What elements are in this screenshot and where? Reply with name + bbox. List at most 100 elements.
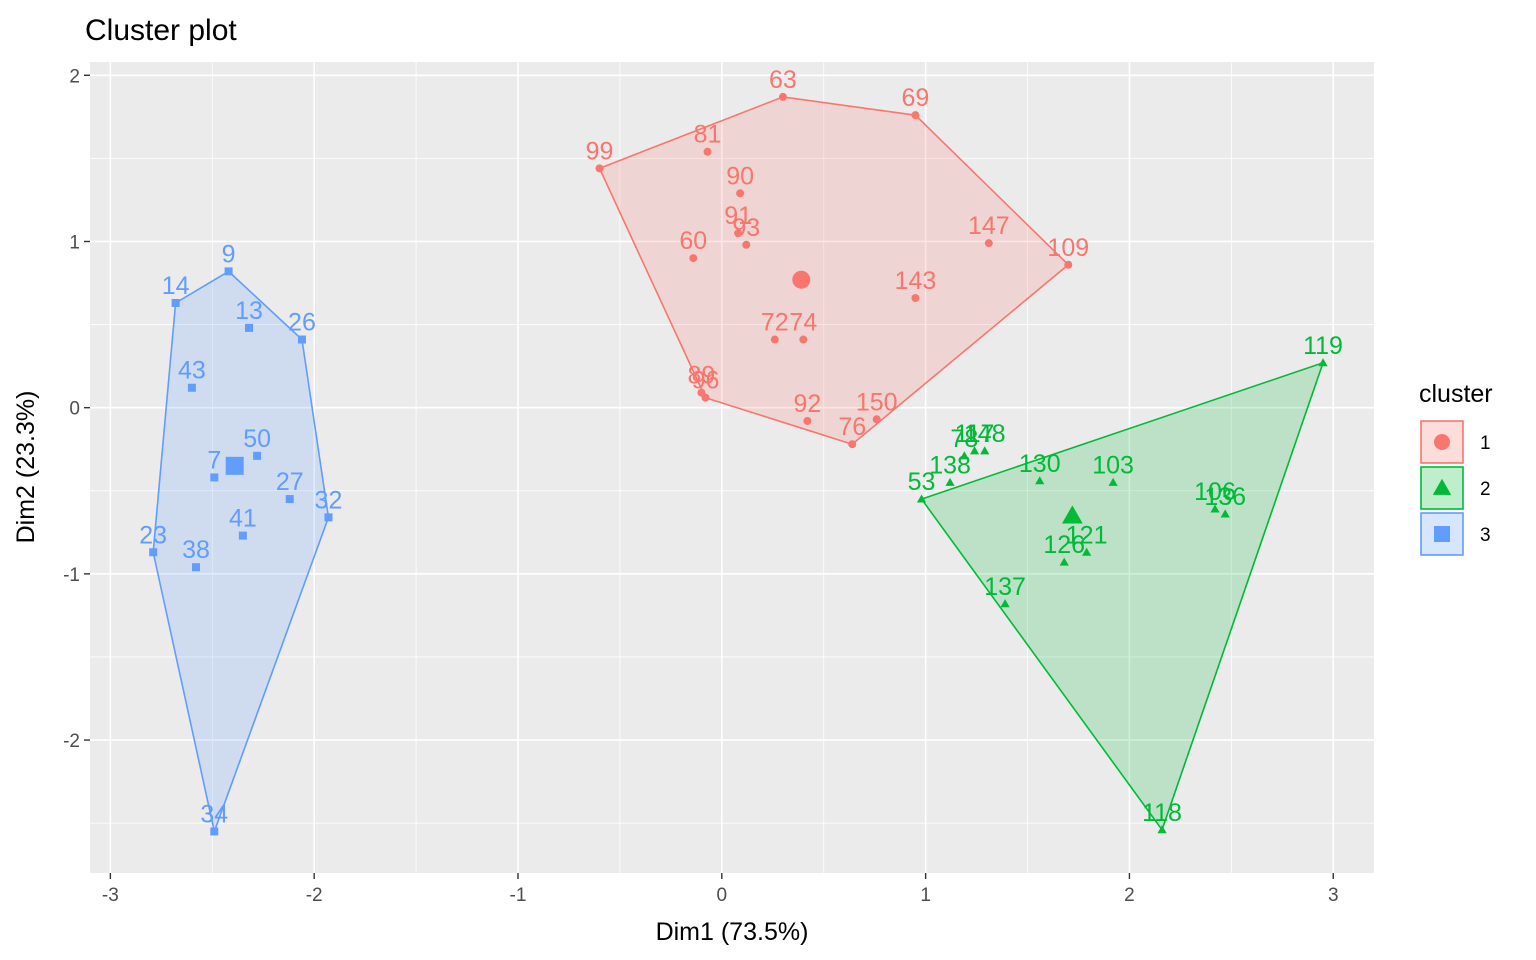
point-label-76: 76: [838, 413, 866, 441]
point-26: [297, 335, 306, 344]
point-43: [187, 383, 196, 392]
x-tick-label: -3: [102, 885, 119, 906]
cluster-center-2: [1062, 505, 1083, 524]
point-81: [703, 147, 712, 156]
minor-gridlines: [90, 62, 1374, 873]
point-label-23: 23: [139, 521, 167, 549]
point-38: [191, 563, 200, 572]
point-label-92: 92: [794, 390, 822, 418]
y-tick-label: -2: [63, 731, 80, 752]
chart-title: Cluster plot: [85, 14, 237, 47]
point-label-72: 72: [761, 309, 789, 337]
cluster-hull-2: [920, 361, 1325, 832]
point-label-60: 60: [679, 227, 707, 255]
point-label-147: 147: [968, 212, 1010, 240]
point-label-96: 96: [692, 367, 720, 395]
point-121: [1082, 547, 1092, 556]
point-label-121: 121: [1066, 521, 1108, 549]
point-72: [770, 335, 779, 344]
point-label-81: 81: [694, 121, 722, 149]
point-label-90: 90: [726, 162, 754, 190]
point-130: [1035, 476, 1045, 485]
point-label-138: 138: [929, 451, 971, 479]
legend-marker-2: [1432, 478, 1452, 495]
cluster-center-1: [792, 270, 811, 289]
point-63: [778, 92, 787, 101]
point-117: [969, 446, 980, 455]
legend-marker-1: [1434, 434, 1450, 450]
point-label-137: 137: [984, 573, 1026, 601]
point-126: [1059, 557, 1069, 566]
point-32: [324, 513, 333, 522]
point-76: [848, 440, 857, 449]
x-tick-label: 2: [1124, 885, 1135, 906]
point-label-43: 43: [178, 357, 206, 385]
point-109: [1064, 260, 1073, 269]
point-label-119: 119: [1303, 332, 1343, 360]
point-label-143: 143: [895, 267, 937, 295]
point-150: [872, 415, 881, 424]
x-axis: -3 -2 -1 0 1 2 3: [102, 873, 1339, 906]
point-label-150: 150: [856, 388, 898, 416]
point-7: [210, 473, 219, 482]
y-tick-label: 0: [69, 399, 80, 420]
cluster-center-3: [225, 456, 244, 475]
point-53: [916, 494, 927, 503]
x-tick-label: 3: [1328, 885, 1339, 906]
point-label-26: 26: [288, 309, 316, 337]
point-label-69: 69: [902, 84, 930, 112]
point-106: [1210, 504, 1220, 513]
x-axis-title: Dim1 (73.5%): [656, 918, 809, 946]
x-tick-label: -2: [306, 885, 323, 906]
point-label-38: 38: [182, 536, 210, 564]
legend-title: cluster: [1419, 380, 1493, 408]
point-136: [1220, 509, 1230, 518]
point-41: [238, 531, 247, 540]
point-label-103: 103: [1092, 451, 1134, 479]
point-label-13: 13: [235, 297, 263, 325]
point-50: [253, 451, 262, 460]
point-label-14: 14: [162, 272, 190, 300]
y-tick-label: 2: [69, 66, 80, 87]
legend-label-3: 3: [1480, 525, 1491, 546]
major-gridlines: [90, 62, 1374, 873]
point-99: [595, 164, 604, 173]
point-label-91: 91: [724, 202, 752, 230]
point-label-63: 63: [769, 66, 797, 94]
legend-label-1: 1: [1480, 433, 1491, 454]
point-9: [224, 267, 233, 276]
point-label-93: 93: [732, 214, 760, 242]
point-label-130: 130: [1019, 450, 1061, 478]
point-138: [945, 477, 955, 486]
x-tick-label: 0: [717, 885, 728, 906]
y-axis-title: Dim2 (23.3%): [12, 391, 40, 544]
cluster-hulls: [152, 96, 1325, 835]
point-74: [799, 335, 808, 344]
legend-label-2: 2: [1480, 479, 1491, 500]
point-96: [701, 393, 710, 402]
point-label-126: 126: [1043, 531, 1085, 559]
point-label-78: 78: [950, 425, 978, 453]
point-label-118: 118: [1142, 799, 1182, 827]
point-143: [911, 293, 920, 302]
point-label-136: 136: [1204, 483, 1246, 511]
legend-marker-3: [1434, 526, 1450, 542]
point-label-99: 99: [586, 137, 614, 165]
point-label-34: 34: [200, 800, 228, 828]
point-label-41: 41: [229, 505, 257, 533]
point-91: [734, 229, 743, 238]
x-tick-label: 1: [920, 885, 931, 906]
point-label-27: 27: [276, 468, 304, 496]
point-90: [736, 189, 745, 198]
plot-panel: [90, 62, 1374, 873]
legend: cluster 1 2 3: [1419, 380, 1493, 556]
point-label-53: 53: [908, 468, 936, 496]
point-label-106: 106: [1194, 478, 1236, 506]
point-label-9: 9: [222, 240, 236, 268]
point-label-109: 109: [1047, 234, 1089, 262]
point-13: [244, 323, 253, 332]
point-34: [210, 827, 219, 836]
point-label-148: 148: [964, 420, 1006, 448]
